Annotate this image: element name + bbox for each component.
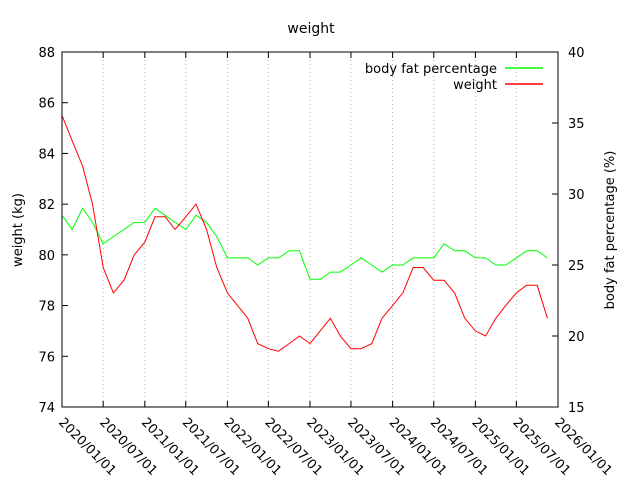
y2-tick-label: 20 [568,330,585,345]
y2-tick-label: 15 [568,401,585,416]
series-line [61,207,548,280]
y-tick-label: 76 [38,350,55,365]
y2-tick-label: 35 [568,117,585,132]
y-tick-label: 82 [38,198,55,213]
body-fat-series [61,207,548,280]
y-tick-label: 86 [38,97,55,112]
y-tick-label: 74 [38,401,55,416]
legend-label: body fat percentage [365,62,497,77]
y2-tick-label: 40 [568,46,585,61]
y-tick-label: 84 [38,147,55,162]
y-axis-left: 74 76 78 80 82 84 86 88 [38,46,68,416]
y2-axis-label: body fat percentage (%) [603,151,618,310]
y-tick-label: 88 [38,46,55,61]
y-tick-label: 80 [38,249,55,264]
grid [102,52,517,407]
y2-tick-label: 25 [568,259,585,274]
y-axis-label: weight (kg) [11,193,26,267]
plot-frame [61,51,559,408]
y-tick-label: 78 [38,300,55,315]
weight-series [61,115,548,352]
y-axis-right: 15 20 25 30 35 40 [552,46,585,416]
series-line [61,115,548,352]
chart-title: weight [287,21,335,37]
legend-label: weight [453,78,497,93]
y2-tick-label: 30 [568,188,585,203]
x-axis: 2020/01/012020/07/012021/01/012021/07/01… [55,52,615,479]
